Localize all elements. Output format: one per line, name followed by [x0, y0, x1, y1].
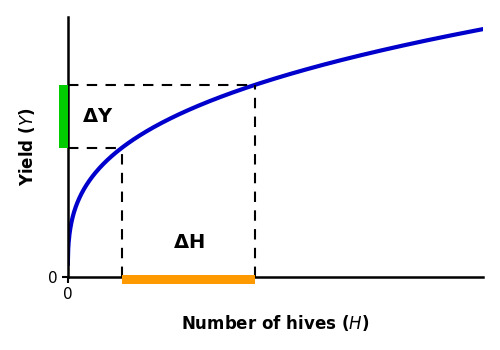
Bar [58, 85, 68, 148]
Text: $\mathbf{\Delta H}$: $\mathbf{\Delta H}$ [172, 233, 204, 252]
Text: $\mathbf{\Delta Y}$: $\mathbf{\Delta Y}$ [82, 107, 114, 126]
X-axis label: Number of hives ($H$): Number of hives ($H$) [182, 313, 370, 333]
Y-axis label: Yield ($Y$): Yield ($Y$) [16, 107, 36, 186]
Bar [122, 275, 255, 284]
